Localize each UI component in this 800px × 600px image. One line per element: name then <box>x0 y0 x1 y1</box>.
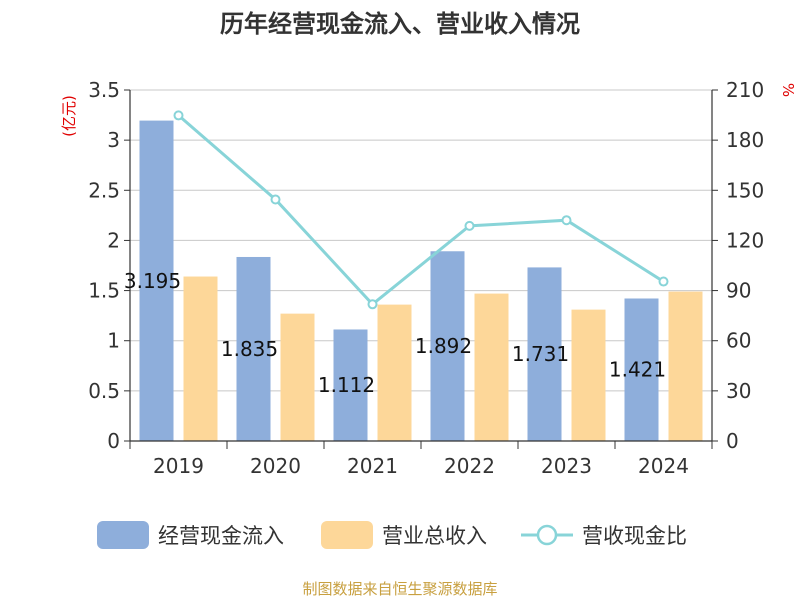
ratio-point <box>173 110 184 121</box>
y-left-tick-label: 2 <box>107 228 120 252</box>
bar-value-label: 1.112 <box>318 373 375 397</box>
bar-cash-inflow <box>430 251 465 441</box>
x-tick-label: 2020 <box>250 454 301 478</box>
y-right-tick-label: 120 <box>726 228 764 252</box>
legend-swatch-revenue <box>321 521 373 549</box>
x-tick-label: 2023 <box>541 454 592 478</box>
bar-value-label: 1.892 <box>415 334 472 358</box>
y-right-tick-label: 30 <box>726 379 751 403</box>
legend-label-revenue: 营业总收入 <box>382 524 487 548</box>
ratio-point <box>561 215 572 226</box>
y-left-tick-label: 1 <box>107 329 120 353</box>
y-right-tick-label: 210 <box>726 78 764 102</box>
y-right-tick-label: 0 <box>726 429 739 453</box>
bar-cash-inflow <box>527 267 562 441</box>
axes: 0 0.5 1 1.5 2 2.5 3 3.5 0 30 60 90 120 150 180 210 2019 2… <box>88 78 764 478</box>
legend-label-cash-inflow: 经营现金流入 <box>158 524 284 548</box>
y-left-tick-label: 1.5 <box>88 279 120 303</box>
bar-cash-inflow <box>236 256 271 441</box>
bar-value-label: 1.835 <box>221 337 278 361</box>
chart-title: 历年经营现金流入、营业收入情况 <box>220 10 580 38</box>
legend-marker-ratio <box>536 524 558 546</box>
y-left-tick-label: 3.5 <box>88 78 120 102</box>
y-right-tick-label: 60 <box>726 329 751 353</box>
y-left-tick-label: 2.5 <box>88 178 120 202</box>
bar-revenue <box>377 304 412 441</box>
y-left-tick-label: 0 <box>107 429 120 453</box>
bar-revenue <box>474 293 509 441</box>
bar-revenue <box>668 291 703 441</box>
legend: 经营现金流入 营业总收入 营收现金比 <box>97 521 687 549</box>
ratio-point <box>464 220 475 231</box>
y-left-tick-label: 0.5 <box>88 379 120 403</box>
ratio-point <box>270 194 281 205</box>
y-right-tick-label: 180 <box>726 128 764 152</box>
bar-revenue <box>571 309 606 441</box>
bars <box>139 120 703 441</box>
x-tick-label: 2024 <box>638 454 689 478</box>
y-right-tick-label: 90 <box>726 279 751 303</box>
y-left-tick-label: 3 <box>107 128 120 152</box>
x-tick-label: 2019 <box>153 454 204 478</box>
y-right-tick-label: 150 <box>726 178 764 202</box>
y-right-unit: % <box>779 83 797 97</box>
legend-label-ratio: 营收现金比 <box>582 524 687 548</box>
ratio-line-path <box>177 114 665 307</box>
bar-cash-inflow <box>139 120 174 441</box>
bar-value-label: 3.195 <box>124 269 181 293</box>
ratio-point <box>367 299 378 310</box>
ratio-point <box>658 276 669 287</box>
bar-value-label: 1.421 <box>609 358 666 382</box>
ratio-line <box>173 110 669 310</box>
source-note: 制图数据来自恒生聚源数据库 <box>302 580 497 598</box>
bar-revenue <box>280 313 315 441</box>
legend-swatch-cash-inflow <box>97 521 149 549</box>
bar-labels: 3.195 1.835 1.112 1.892 1.731 1.421 <box>124 269 666 397</box>
x-tick-label: 2022 <box>444 454 495 478</box>
grid <box>130 89 712 442</box>
bar-cash-inflow <box>333 329 368 441</box>
x-tick-label: 2021 <box>347 454 398 478</box>
bar-value-label: 1.731 <box>512 342 569 366</box>
y-left-unit: (亿元) <box>60 95 78 137</box>
bar-revenue <box>183 276 218 441</box>
bar-cash-inflow <box>624 298 659 441</box>
